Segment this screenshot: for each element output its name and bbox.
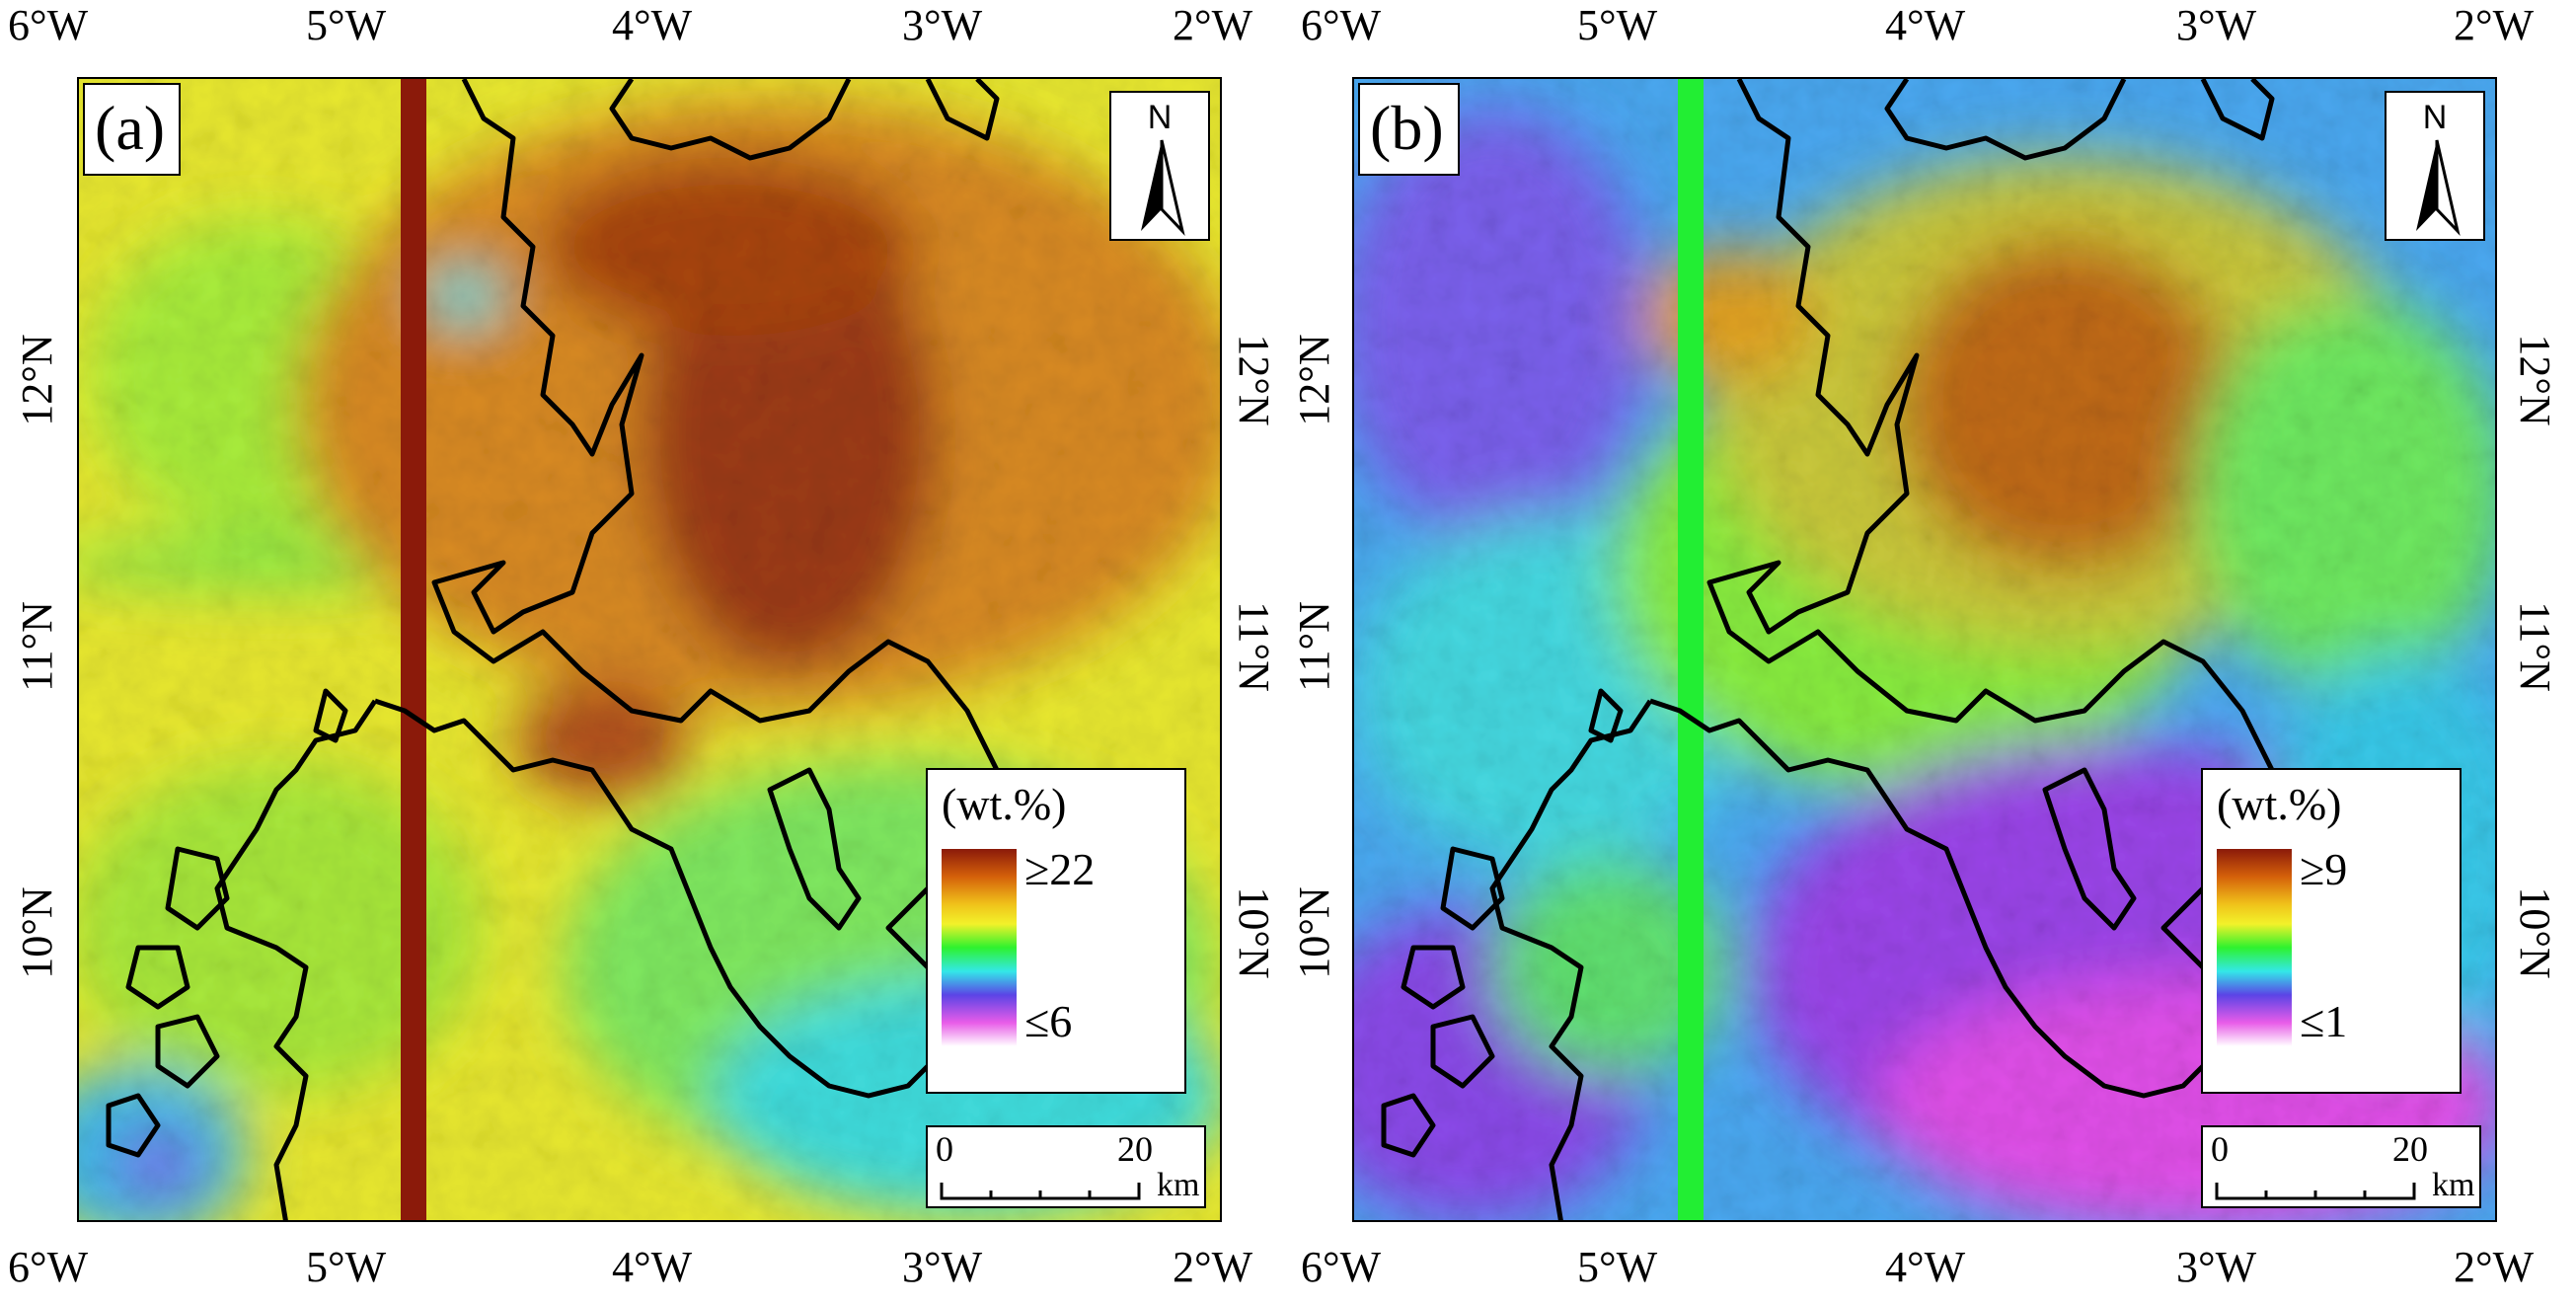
boundary-line-b-east (2200, 79, 2275, 141)
legend-box-b: (wt.%) ≥9 ≤1 (2201, 768, 2462, 1094)
north-arrow-letter-b: N (2422, 99, 2448, 136)
lat-label-b-left-10n: 10°N (1290, 886, 1338, 979)
boundary-line-b-sw-6 (1381, 1093, 1436, 1158)
lon-label-b-top-3w: 3°W (2176, 1, 2257, 49)
lon-label-a-bottom-5w: 5°W (306, 1243, 387, 1291)
panel-a-label: (a) (83, 83, 182, 176)
lon-label-b-bottom-4w: 4°W (1885, 1243, 1966, 1291)
lat-label-a-right-10n: 10°N (1230, 886, 1278, 979)
boundary-line-b-inner-lake (2042, 767, 2137, 931)
scale-bar-a: 0 20 km (926, 1125, 1206, 1208)
scale-bar-b: 0 20 km (2201, 1125, 2481, 1208)
region-b-sw-green (1492, 859, 1729, 1076)
lat-label-a-left-10n: 10°N (13, 886, 61, 979)
boundary-line-a-sw-1 (214, 699, 378, 1220)
north-arrow-box-b: N (2385, 91, 2485, 241)
lon-label-a-top-2w: 2°W (1173, 1, 1253, 49)
lat-label-a-right-12n: 12°N (1230, 334, 1278, 426)
boundary-line-b-sw-4 (1401, 945, 1466, 1010)
region-b-west-violet (1354, 109, 1650, 543)
north-arrow-box-a: N (1109, 91, 1210, 241)
scale-zero-label-a: 0 (936, 1129, 953, 1169)
boundary-line-a-north (431, 79, 1010, 891)
north-arrow-icon-b (2416, 139, 2461, 236)
legend-title-a: (wt.%) (942, 779, 1067, 829)
lon-label-b-bottom-3w: 3°W (2176, 1243, 2257, 1291)
lat-label-a-right-11n: 11°N (1230, 601, 1278, 692)
lon-label-a-top-3w: 3°W (902, 1, 983, 49)
lon-label-a-top-4w: 4°W (612, 1, 693, 49)
boundary-lines-a (106, 79, 1010, 1220)
boundary-line-a-sw-6 (106, 1093, 161, 1158)
lat-label-a-left-12n: 12°N (13, 334, 61, 426)
region-a-violet-spot (118, 1135, 197, 1194)
legend-max-label-a: ≥22 (1024, 844, 1096, 894)
boundary-line-b-north (1706, 79, 2285, 891)
lon-label-b-top-6w: 6°W (1301, 1, 1382, 49)
north-arrow-icon-a (1141, 139, 1185, 236)
lat-label-b-left-11n: 11°N (1290, 601, 1338, 692)
boundary-line-b-sw-3 (1440, 846, 1505, 931)
legend-max-label-b: ≥9 (2300, 844, 2348, 894)
map-panel-b[interactable]: (b) N (wt.%) ≥9 ≤1 0 20 km (1352, 77, 2497, 1222)
region-b-crater-ring (1640, 247, 1818, 385)
boundary-line-a-east (925, 79, 1000, 141)
legend-title-b: (wt.%) (2217, 779, 2342, 829)
lon-label-b-bottom-2w: 2°W (2454, 1243, 2535, 1291)
scale-zero-label-b: 0 (2211, 1129, 2229, 1169)
legend-colorbar-a (942, 849, 1017, 1046)
lat-label-b-right-11n: 11°N (2511, 601, 2559, 692)
lon-label-b-top-5w: 5°W (1577, 1, 1658, 49)
boundary-line-a-sw-5 (155, 1014, 220, 1089)
legend-colorbar-b (2217, 849, 2292, 1046)
scale-unit-label-b: km (2432, 1167, 2475, 1203)
boundary-line-b-sw-2 (1588, 688, 1624, 743)
lon-label-a-bottom-6w: 6°W (8, 1243, 89, 1291)
region-a-spot-brown (513, 681, 691, 800)
lon-label-a-bottom-3w: 3°W (902, 1243, 983, 1291)
panel-b-label: (b) (1358, 83, 1460, 176)
legend-min-label-a: ≤6 (1024, 996, 1073, 1046)
lon-label-b-top-4w: 4°W (1885, 1, 1966, 49)
swath-stripe-a (401, 79, 426, 1220)
lat-label-b-right-10n: 10°N (2511, 886, 2559, 979)
boundary-line-b-ne (1884, 79, 2127, 161)
lon-label-a-bottom-4w: 4°W (612, 1243, 693, 1291)
region-b-far-east-green (2193, 296, 2495, 691)
lon-label-a-top-6w: 6°W (8, 1, 89, 49)
lon-label-b-top-2w: 2°W (2454, 1, 2535, 49)
scale-bar-line-b (2215, 1183, 2416, 1200)
lat-label-b-left-12n: 12°N (1290, 334, 1338, 426)
lat-label-b-right-12n: 12°N (2511, 334, 2559, 426)
boundary-line-a-sw-4 (125, 945, 190, 1010)
boundary-line-b-sw-5 (1430, 1014, 1495, 1089)
scale-length-label-b: 20 (2392, 1129, 2428, 1169)
legend-min-label-b: ≤1 (2300, 996, 2348, 1046)
lon-label-b-bottom-5w: 5°W (1577, 1243, 1658, 1291)
boundary-line-b-sw-1 (1489, 699, 1653, 1220)
region-b-dark-core (1897, 237, 2233, 573)
boundary-line-a-sw-3 (165, 846, 230, 931)
lon-label-a-top-5w: 5°W (306, 1, 387, 49)
boundary-line-a-sw-2 (313, 688, 348, 743)
scale-length-label-a: 20 (1117, 1129, 1153, 1169)
region-a-sw-green (79, 760, 484, 1096)
swath-stripe-b (1678, 79, 1704, 1220)
lat-label-a-left-11n: 11°N (13, 601, 61, 692)
scale-unit-label-a: km (1157, 1167, 1200, 1203)
scale-bar-line-a (940, 1183, 1141, 1200)
lon-label-a-bottom-2w: 2°W (1173, 1243, 1253, 1291)
region-a-spot-cyan (424, 267, 503, 326)
north-arrow-letter-a: N (1147, 99, 1173, 136)
region-a-dark-top (543, 158, 918, 336)
boundary-line-a-inner-lake (767, 767, 862, 931)
legend-box-a: (wt.%) ≥22 ≤6 (926, 768, 1186, 1094)
map-panel-a[interactable]: (a) N (wt.%) ≥22 ≤6 0 20 km (77, 77, 1222, 1222)
boundary-line-a-ne (609, 79, 852, 161)
lon-label-b-bottom-6w: 6°W (1301, 1243, 1382, 1291)
